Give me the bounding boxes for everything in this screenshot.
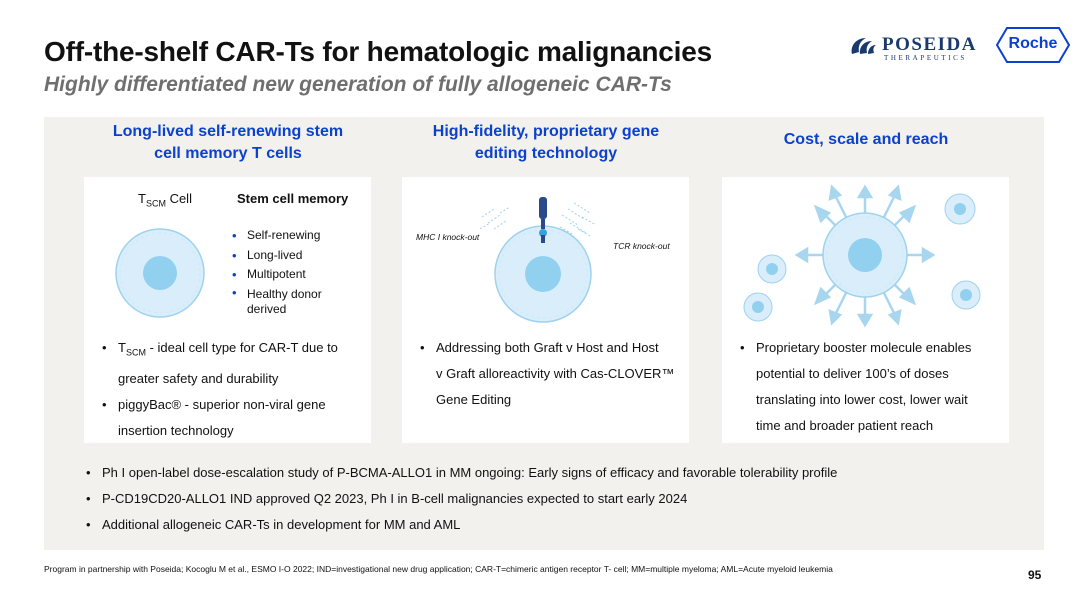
mhc-knockout-label: MHC I knock-out (416, 232, 480, 242)
roche-logo: Roche (995, 26, 1071, 64)
list-item: Self-renewing (232, 226, 362, 246)
card-cost-scale-bullets: Proprietary booster molecule enables pot… (740, 335, 1002, 439)
bullet-item: TSCM - ideal cell type for CAR-T due to … (102, 335, 364, 392)
page-number: 95 (1028, 568, 1042, 582)
column-heading-cost-scale: Cost, scale and reach (722, 129, 1010, 151)
bullet-item: Additional allogeneic CAR-Ts in developm… (86, 512, 1026, 538)
poseida-wave-icon (851, 38, 876, 54)
column-heading-stem-cell: Long-lived self-renewing stem cell memor… (84, 121, 372, 165)
tscm-figure: TSCM Cell Stem cell memory Self-renewing… (84, 177, 371, 327)
column-heading-line: Long-lived self-renewing stem (112, 123, 344, 140)
bullet-item: Addressing both Graft v Host and Host v … (420, 335, 682, 413)
tscm-cell-icon (115, 228, 205, 318)
card-gene-editing-bullets: Addressing both Graft v Host and Host v … (420, 335, 682, 413)
bullet-item: Proprietary booster molecule enables pot… (740, 335, 1002, 439)
column-heading-line: Cost, scale and reach (783, 131, 949, 148)
cell-expansion-figure (722, 177, 1009, 328)
card-stem-cell-bullets: TSCM - ideal cell type for CAR-T due to … (102, 335, 364, 444)
roche-hexagon-icon (995, 27, 1071, 63)
gene-editing-figure: MHC I knock-out TCR knock-out (402, 177, 689, 327)
poseida-logo-name: POSEIDA (882, 34, 977, 55)
tscm-cell-label: TSCM Cell (138, 191, 192, 209)
stem-cell-properties-list: Self-renewing Long-lived Multipotent Hea… (232, 226, 362, 317)
bullet-item: P-CD19CD20-ALLO1 IND approved Q2 2023, P… (86, 486, 1026, 512)
column-heading-line: cell memory T cells (154, 145, 302, 162)
card-gene-editing: MHC I knock-out TCR knock-out Addressing… (402, 177, 689, 443)
roche-logo-text: Roche (1008, 35, 1058, 52)
poseida-logo: POSEIDA THERAPEUTICS (848, 32, 978, 66)
booster-expansion-icon (743, 184, 981, 328)
poseida-logo-tagline: THERAPEUTICS (884, 54, 967, 62)
slide-subtitle: Highly differentiated new generation of … (44, 73, 672, 96)
bullet-item: Ph I open-label dose-escalation study of… (86, 460, 1026, 486)
stem-cell-memory-title: Stem cell memory (237, 191, 349, 206)
footnote: Program in partnership with Poseida; Koc… (44, 564, 833, 574)
card-cost-scale: Proprietary booster molecule enables pot… (722, 177, 1009, 443)
list-item: Healthy donor derived (232, 285, 362, 317)
tcr-knockout-label: TCR knock-out (613, 241, 670, 251)
column-heading-gene-editing: High-fidelity, proprietary gene editing … (402, 121, 690, 165)
list-item: Long-lived (232, 246, 362, 266)
list-item: Multipotent (232, 265, 362, 285)
edited-cell-icon (479, 197, 597, 323)
slide-title: Off-the-shelf CAR-Ts for hematologic mal… (44, 36, 712, 67)
card-stem-cell: TSCM Cell Stem cell memory Self-renewing… (84, 177, 371, 443)
column-heading-line: High-fidelity, proprietary gene (432, 123, 660, 140)
bullet-item: piggyBac® - superior non-viral gene inse… (102, 392, 364, 444)
summary-bullets: Ph I open-label dose-escalation study of… (86, 460, 1026, 538)
column-heading-line: editing technology (474, 145, 618, 162)
